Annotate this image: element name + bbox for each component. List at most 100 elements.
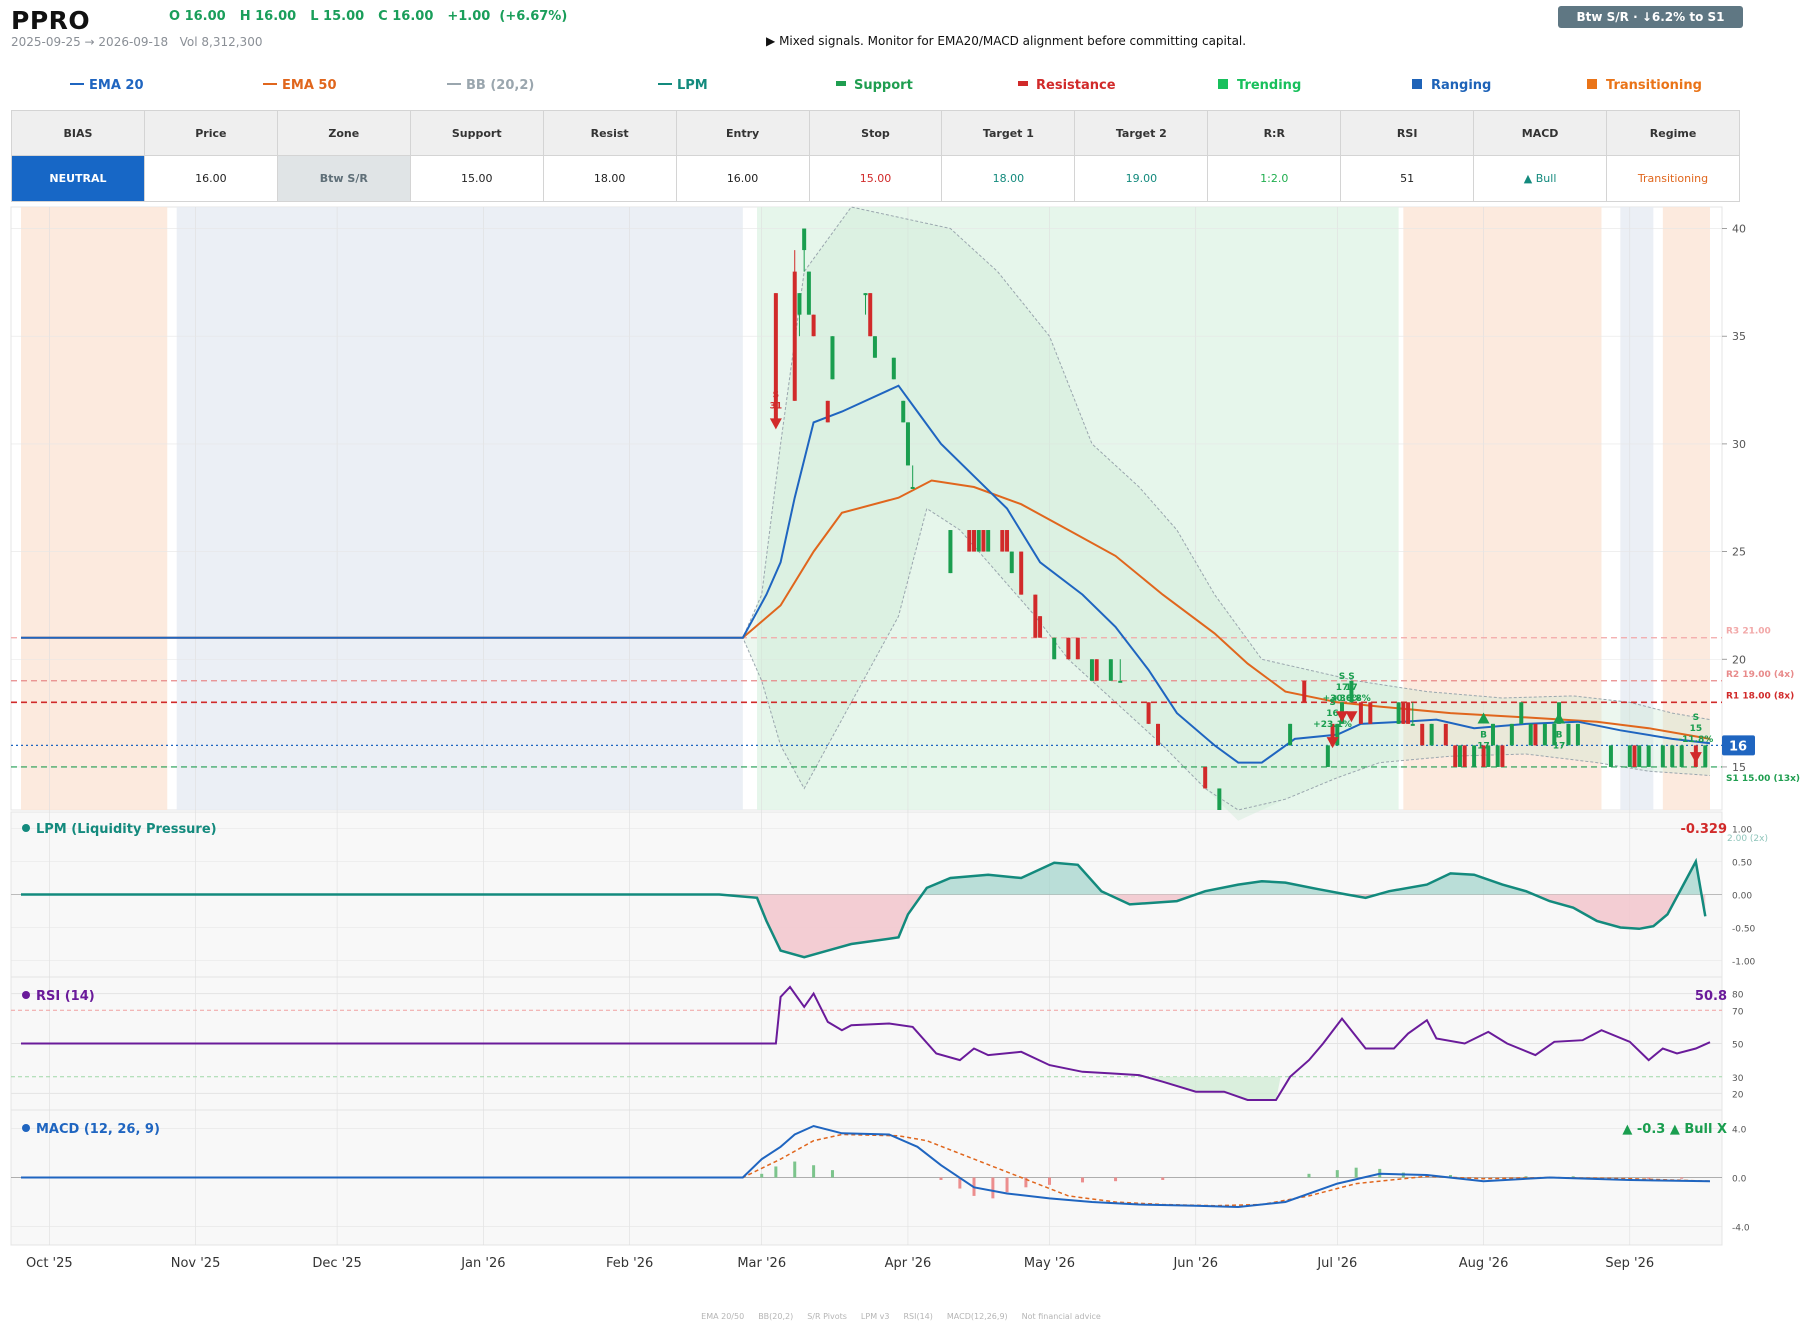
marker-label: S	[1693, 713, 1699, 723]
marker-label: 17	[1336, 683, 1349, 693]
macd-histogram-bar	[958, 1177, 962, 1189]
stats-value-bias: NEUTRAL	[11, 155, 145, 202]
regime-band	[1662, 207, 1710, 810]
stats-header-price: Price	[143, 110, 278, 156]
rsi-dot-icon	[22, 991, 30, 999]
footer-notes: EMA 20/50 BB(20,2) S/R Pivots LPM v3 RSI(14)…	[0, 1312, 1802, 1321]
x-tick-label: Jan '26	[460, 1256, 505, 1271]
candle-body	[1490, 723, 1495, 746]
stats-header-support: Support	[409, 110, 544, 156]
lpm-tick-label: 1.00	[1732, 826, 1752, 836]
macd-histogram-bar	[793, 1161, 797, 1178]
candle-body	[1566, 723, 1571, 746]
candle-body	[1528, 723, 1533, 746]
sell-marker	[769, 418, 782, 430]
legend-swatch	[70, 82, 84, 85]
stats-header-target-1: Target 1	[941, 110, 1076, 156]
regime-band	[176, 207, 743, 810]
close-value: C 16.00	[378, 9, 434, 24]
candle-body	[1637, 745, 1642, 767]
signal-message: ▶ Mixed signals. Monitor for EMA20/MACD …	[766, 34, 1246, 48]
regime-band	[1620, 207, 1654, 810]
candle-body	[1410, 723, 1415, 726]
legend-item-lpm: LPM	[658, 78, 708, 93]
price-tag-label: 16	[1729, 739, 1747, 754]
lpm-negative-fill	[21, 894, 1706, 958]
lpm-line	[21, 857, 1707, 959]
footer-item: EMA 20/50	[701, 1312, 745, 1321]
stats-header-zone: Zone	[276, 110, 411, 156]
macd-histogram-bar	[1081, 1177, 1085, 1183]
macd-histogram-bar	[939, 1177, 943, 1180]
marker-label: 17	[1477, 742, 1490, 752]
macd-title: MACD (12, 26, 9)	[36, 1122, 160, 1137]
marker-label: 16	[1326, 709, 1339, 719]
candle-body	[1325, 745, 1330, 767]
candle-body	[1481, 745, 1486, 767]
stats-value-resist: 18.00	[542, 155, 677, 202]
macd-histogram-bar	[760, 1173, 764, 1178]
legend-swatch	[263, 82, 277, 85]
level-label-r2: R2 19.00 (4x)	[1726, 670, 1794, 680]
candle-body	[1457, 745, 1462, 767]
level-label-r3: R3 21.00	[1726, 627, 1771, 637]
macd-tick-label: 0.0	[1732, 1175, 1747, 1185]
stats-value-target-1: 18.00	[941, 155, 1076, 202]
candle-body	[910, 486, 915, 489]
footer-item: MACD(12,26,9)	[946, 1312, 1008, 1321]
footer-item: Not financial advice	[1021, 1312, 1101, 1321]
lpm-value: -0.329	[1680, 822, 1727, 837]
volume-value: Vol 8,312,300	[179, 35, 263, 49]
x-tick-label: Aug '26	[1459, 1256, 1509, 1271]
legend-item-ema-20: EMA 20	[70, 78, 144, 93]
candle-body	[1335, 723, 1340, 746]
macd-histogram-bar	[1024, 1177, 1028, 1188]
macd-histogram-bar	[1005, 1177, 1009, 1193]
date-range: 2025-09-25 → 2026-09-18	[11, 35, 169, 49]
x-tick-label: May '26	[1024, 1256, 1075, 1271]
candle-body	[1429, 723, 1434, 746]
lpm-tick-label: -0.50	[1732, 925, 1756, 935]
candle-body	[1094, 659, 1099, 681]
candle-body	[863, 293, 868, 296]
candle-body	[1542, 723, 1547, 746]
x-tick-label: Dec '25	[312, 1256, 361, 1271]
candle-body	[1575, 723, 1580, 746]
y-tick-label: 20	[1732, 653, 1746, 666]
x-tick-label: Nov '25	[171, 1256, 221, 1271]
legend-swatch	[1218, 78, 1228, 89]
candle-body	[1486, 745, 1491, 767]
candle-body	[825, 400, 830, 423]
legend-swatch	[836, 81, 846, 86]
rsi-tick-label: 80	[1732, 991, 1744, 1001]
candle-body	[1632, 745, 1637, 767]
legend-label: Transitioning	[1606, 78, 1702, 93]
macd-value: ▲ -0.3 ▲ Bull X	[1622, 1122, 1727, 1137]
y-tick-label: 30	[1732, 438, 1746, 451]
rsi-tick-label: 20	[1732, 1090, 1744, 1100]
macd-histogram-bar	[774, 1166, 778, 1178]
legend-swatch	[1412, 78, 1422, 89]
buy-marker	[1553, 712, 1566, 724]
legend-label: LPM	[677, 78, 708, 93]
buy-marker	[1477, 712, 1490, 724]
y-tick-label: 15	[1732, 761, 1746, 774]
candle-body	[1052, 637, 1057, 660]
macd-histogram-bar	[1449, 1175, 1453, 1178]
stats-value-entry: 16.00	[675, 155, 810, 202]
sell-marker	[1689, 752, 1702, 764]
change-value: +1.00 (+6.67%)	[447, 9, 568, 24]
marker-label: +30.8%	[1323, 694, 1362, 704]
rsi-tick-label: 70	[1732, 1007, 1744, 1017]
legend-item-ema-50: EMA 50	[263, 78, 337, 93]
legend-item-resistance: Resistance	[1018, 78, 1116, 93]
marker-label: 17	[1345, 683, 1358, 693]
rsi-tick-label: 50	[1732, 1041, 1744, 1051]
lpm-positive-fill	[21, 861, 1706, 895]
macd-tick-label: 4.0	[1732, 1125, 1747, 1135]
stats-header-resist: Resist	[542, 110, 677, 156]
stats-header-regime: Regime	[1606, 110, 1740, 156]
candle-body	[986, 530, 991, 552]
candle-body	[905, 422, 910, 466]
candle-body	[1509, 723, 1514, 746]
